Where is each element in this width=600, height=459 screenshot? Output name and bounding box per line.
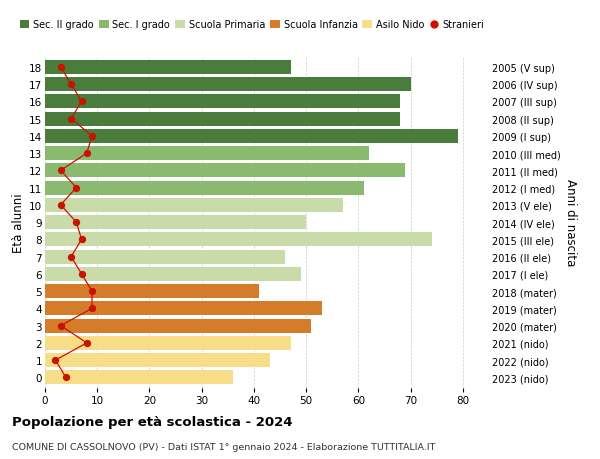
Bar [45,267,301,281]
Point [87,288,97,295]
Bar [45,216,306,230]
Point [87,305,97,312]
Point [67,81,76,89]
Point [56,168,65,175]
Point [82,150,92,157]
Bar [45,61,290,75]
Bar [45,78,410,92]
Bar [45,233,431,247]
Point [67,253,76,261]
Bar [45,302,322,316]
Bar [45,370,233,385]
Bar [45,336,290,350]
Y-axis label: Età alunni: Età alunni [12,193,25,252]
Text: COMUNE DI CASSOLNOVO (PV) - Dati ISTAT 1° gennaio 2024 - Elaborazione TUTTITALIA: COMUNE DI CASSOLNOVO (PV) - Dati ISTAT 1… [12,442,436,451]
Point [56,322,65,330]
Point [87,133,97,140]
Point [71,185,81,192]
Y-axis label: Anni di nascita: Anni di nascita [564,179,577,266]
Bar [45,147,369,161]
Point [77,99,86,106]
Legend: Sec. II grado, Sec. I grado, Scuola Primaria, Scuola Infanzia, Asilo Nido, Stran: Sec. II grado, Sec. I grado, Scuola Prim… [19,19,485,31]
Bar [45,319,311,333]
Point [71,219,81,226]
Point [82,340,92,347]
Point [77,236,86,243]
Bar [45,353,269,367]
Bar [45,129,458,144]
Point [67,116,76,123]
Point [56,64,65,71]
Point [61,374,71,381]
Bar [45,95,400,109]
Bar [45,112,400,126]
Text: Popolazione per età scolastica - 2024: Popolazione per età scolastica - 2024 [12,415,293,428]
Point [77,270,86,278]
Bar [45,285,259,298]
Bar [45,250,285,264]
Point [50,357,60,364]
Bar [45,164,406,178]
Point [56,202,65,209]
Bar [45,198,343,213]
Bar [45,181,364,195]
